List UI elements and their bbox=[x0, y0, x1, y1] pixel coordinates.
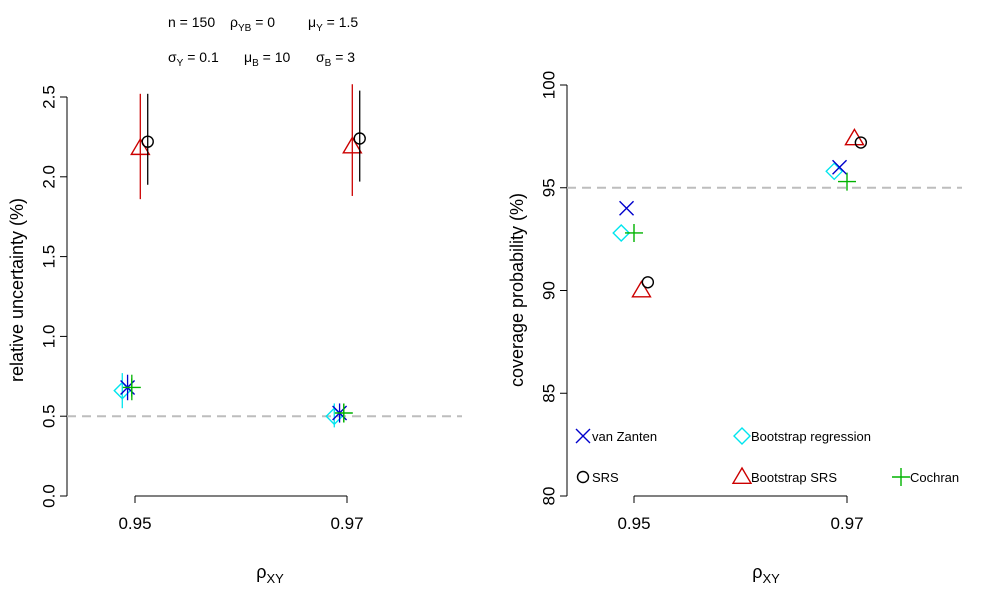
legend-item-van-zanten: van Zanten bbox=[575, 428, 657, 444]
legend-item-cochran: Cochran bbox=[892, 468, 959, 486]
data-point-x bbox=[832, 159, 848, 175]
legend: van Zanten Bootstrap regression SRS Bootstr… bbox=[575, 427, 959, 486]
panel-2: 80 85 90 95 100 0.95 0.97 coverage probability … bbox=[507, 71, 962, 586]
series-srs bbox=[641, 136, 868, 289]
data-point-plus bbox=[122, 378, 141, 397]
data-point-x bbox=[619, 200, 635, 216]
y-tick-label: 2.5 bbox=[39, 85, 58, 109]
y-tick-label: 90 bbox=[539, 281, 558, 300]
series-bootstrap-regression bbox=[612, 162, 844, 242]
data-point-plus bbox=[625, 223, 643, 242]
series-van-zanten bbox=[619, 159, 848, 216]
data-point-plus bbox=[838, 172, 856, 191]
param-1-line2: μB = 10 bbox=[244, 49, 290, 69]
y-tick-label: 100 bbox=[539, 71, 558, 99]
y-tick-label: 95 bbox=[539, 178, 558, 197]
data-point-triangle bbox=[342, 136, 363, 154]
data-point-circle bbox=[141, 135, 154, 148]
x-tick-label: 0.97 bbox=[830, 514, 863, 533]
legend-marker-diamond bbox=[733, 427, 751, 445]
y-tick-label: 1.0 bbox=[39, 325, 58, 349]
legend-label: Bootstrap SRS bbox=[751, 470, 837, 485]
x-tick-label: 0.95 bbox=[118, 514, 151, 533]
legend-marker-triangle bbox=[731, 466, 753, 484]
x-axis-title: ρXY bbox=[752, 562, 780, 586]
data-point-triangle bbox=[631, 280, 652, 298]
x-tick-label: 0.95 bbox=[617, 514, 650, 533]
data-point-diamond bbox=[612, 223, 631, 242]
series-bootstrap-srs bbox=[631, 128, 865, 298]
legend-marker-plus bbox=[892, 468, 910, 486]
legend-label: Cochran bbox=[910, 470, 959, 485]
data-point-circle bbox=[353, 132, 366, 145]
param-1-line1: ρYB = 0 bbox=[230, 14, 275, 34]
data-point-circle bbox=[854, 136, 868, 149]
param-2-line2: σB = 3 bbox=[316, 49, 355, 69]
series-bootstrap-srs bbox=[130, 84, 363, 200]
y-tick-label: 0.5 bbox=[39, 404, 58, 428]
param-2-line1: μY = 1.5 bbox=[308, 14, 358, 34]
x-axis-title: ρXY bbox=[256, 562, 284, 586]
y-axis-title: relative uncertainty (%) bbox=[7, 198, 27, 382]
y-tick-label: 0.0 bbox=[39, 484, 58, 508]
legend-marker-x bbox=[575, 428, 591, 444]
legend-marker-circle bbox=[576, 470, 590, 484]
y-tick-label: 80 bbox=[539, 487, 558, 506]
legend-label: van Zanten bbox=[592, 429, 657, 444]
param-0-line1: n = 150 bbox=[168, 14, 215, 30]
y-tick-label: 1.5 bbox=[39, 245, 58, 269]
legend-label: SRS bbox=[592, 470, 619, 485]
legend-label: Bootstrap regression bbox=[751, 429, 871, 444]
legend-item-bootstrap-srs: Bootstrap SRS bbox=[731, 466, 837, 485]
y-tick-label: 2.0 bbox=[39, 165, 58, 189]
series-bootstrap-regression bbox=[113, 373, 344, 428]
data-point-diamond bbox=[825, 162, 844, 181]
y-axis-title: coverage probability (%) bbox=[507, 193, 527, 387]
x-tick-label: 0.97 bbox=[330, 514, 363, 533]
series-cochran bbox=[625, 172, 856, 242]
legend-item-bootstrap-regression: Bootstrap regression bbox=[733, 427, 871, 445]
data-point-circle bbox=[641, 276, 655, 289]
series-srs bbox=[141, 90, 366, 185]
panel-1: 0.0 0.5 1.0 1.5 2.0 2.5 0.95 0.97 relative uncer… bbox=[7, 84, 462, 586]
parameter-annotation: n = 150 ρYB = 0 μY = 1.5 σY = 0.1 μB = 10 σB … bbox=[168, 14, 358, 69]
legend-item-srs: SRS bbox=[576, 470, 619, 485]
param-0-line2: σY = 0.1 bbox=[168, 49, 219, 69]
data-point-plus bbox=[334, 404, 353, 423]
series-cochran bbox=[122, 374, 353, 423]
y-tick-label: 85 bbox=[539, 384, 558, 403]
